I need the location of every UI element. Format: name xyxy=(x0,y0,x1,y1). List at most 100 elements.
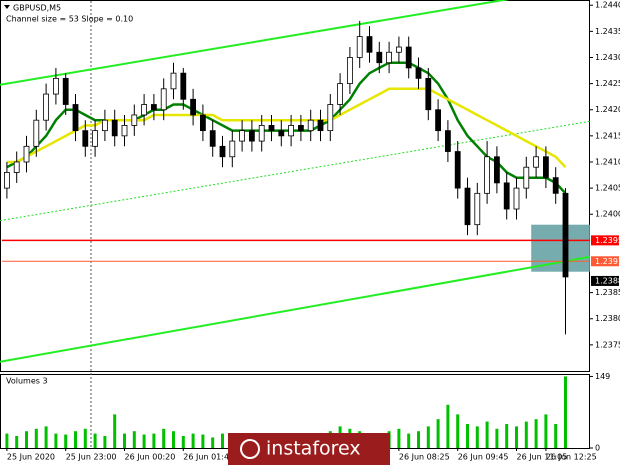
volume-bar xyxy=(426,426,430,448)
volume-bar xyxy=(505,423,509,448)
candle-body xyxy=(533,156,539,168)
volume-bar xyxy=(221,433,224,448)
symbol-title: GBPUSD,M5 xyxy=(13,4,61,13)
x-tick-label: 26 Jun 12:25 xyxy=(546,453,597,462)
candle-body xyxy=(405,46,412,69)
candle-body xyxy=(464,187,471,226)
volume-bar xyxy=(113,414,117,448)
volume-bar xyxy=(524,421,528,448)
x-tick-label: 26 Jun 09:45 xyxy=(458,453,509,462)
volume-bar xyxy=(103,435,107,448)
volume-bar xyxy=(152,433,156,448)
volume-bar xyxy=(211,437,215,448)
candle-body xyxy=(23,145,30,163)
candle-body xyxy=(33,119,40,147)
candle-body xyxy=(444,130,451,152)
candle-body xyxy=(297,125,304,132)
candle-body xyxy=(376,51,383,64)
candle-body xyxy=(92,130,98,147)
volume-tick-label: 149 xyxy=(595,372,610,381)
y-tick-label: 1.2410 xyxy=(595,157,620,166)
volume-bar xyxy=(191,433,195,448)
volume-bar xyxy=(397,428,401,448)
candle-body xyxy=(43,93,49,121)
symbol-icon xyxy=(4,5,10,9)
watermark: instaforex xyxy=(266,438,361,460)
y-tick-label: 1.2400 xyxy=(595,210,620,219)
volume-bar xyxy=(407,433,411,448)
volume-bar xyxy=(446,404,450,448)
candle-body xyxy=(219,145,226,158)
candle-body xyxy=(170,72,177,90)
y-tick-label: 1.2415 xyxy=(595,131,620,140)
candle-body xyxy=(160,88,167,111)
moving-average xyxy=(6,61,567,195)
volume-bar xyxy=(54,433,58,448)
volume-bar xyxy=(554,423,558,448)
candle-body xyxy=(82,130,89,147)
volume-bar xyxy=(123,433,126,448)
x-tick-label: 26 Jun 01:45 xyxy=(183,453,234,462)
volume-bar xyxy=(64,434,68,448)
volume-bar xyxy=(181,435,185,448)
volume-bar xyxy=(83,428,87,448)
candle-body xyxy=(484,156,491,194)
y-tick-label: 1.2430 xyxy=(595,53,620,62)
candle-body xyxy=(268,125,275,132)
candle-body xyxy=(474,192,481,226)
level-label-bg xyxy=(591,235,619,246)
watermark-logo xyxy=(240,439,260,459)
volume-bar xyxy=(485,421,489,448)
level-label: 1.2395 xyxy=(595,236,620,245)
candle-body xyxy=(4,172,10,189)
candle-body xyxy=(121,125,128,137)
candle-body xyxy=(337,83,344,105)
y-tick-label: 1.2405 xyxy=(595,184,620,193)
volume-bar xyxy=(495,428,499,448)
y-tick-label: 1.2435 xyxy=(595,27,620,36)
volume-bar xyxy=(172,431,175,448)
candle-body xyxy=(288,125,295,137)
volume-bar xyxy=(201,434,205,448)
y-tick-label: 1.2420 xyxy=(595,105,620,114)
x-tick-label: 26 Jun 11:05 xyxy=(517,453,568,462)
candle-body xyxy=(102,119,108,132)
candle-body xyxy=(552,177,559,194)
price-panel-frame xyxy=(0,0,590,372)
y-tick-label: 1.2425 xyxy=(595,79,620,88)
candle-body xyxy=(493,156,500,184)
candle-body xyxy=(317,119,324,132)
y-tick-label: 1.2375 xyxy=(595,340,620,349)
volume-bar xyxy=(564,376,567,448)
candle-body xyxy=(386,51,393,64)
candle-body xyxy=(356,36,363,58)
candle-body xyxy=(209,130,216,147)
watermark-bg xyxy=(228,433,390,465)
volume-bar xyxy=(436,419,440,448)
level-label: 1.2388 xyxy=(595,276,620,285)
candle-body xyxy=(562,192,569,278)
x-tick-label: 26 Jun 08:25 xyxy=(399,453,450,462)
candle-body xyxy=(62,77,69,105)
volume-bar xyxy=(15,435,19,448)
y-tick-label: 1.2385 xyxy=(595,288,620,297)
volume-bar xyxy=(466,423,469,448)
zone-box xyxy=(531,224,590,272)
candle-body xyxy=(141,104,148,116)
candle-body xyxy=(395,46,402,53)
level-label-bg xyxy=(591,275,619,286)
candle-body xyxy=(435,109,442,132)
volume-title: Volumes 3 xyxy=(6,377,48,386)
volume-tick-label: 0 xyxy=(595,444,600,453)
candle-body xyxy=(229,140,236,158)
candle-body xyxy=(199,114,206,132)
volume-bar xyxy=(456,414,460,448)
volume-bar xyxy=(93,433,97,448)
volume-bar xyxy=(25,431,28,448)
candle-body xyxy=(415,67,422,79)
candle-body xyxy=(454,151,461,189)
